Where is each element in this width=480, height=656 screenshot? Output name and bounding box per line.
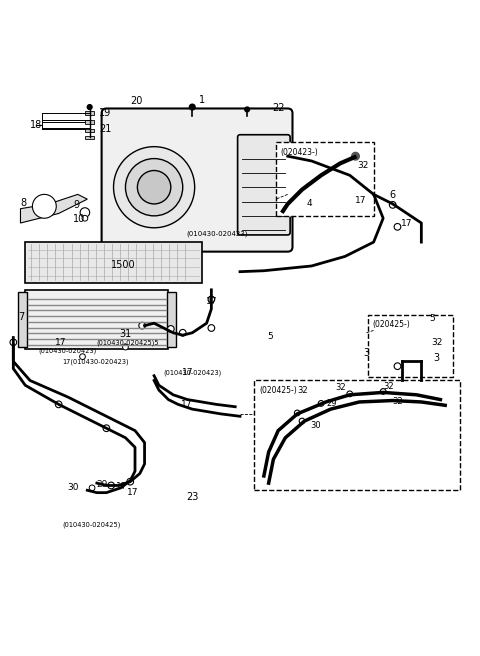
Text: 5: 5 xyxy=(430,314,435,323)
Text: 5: 5 xyxy=(268,332,274,340)
Text: 1500: 1500 xyxy=(111,260,136,270)
Bar xyxy=(25,290,168,350)
Circle shape xyxy=(127,478,133,485)
Text: 3: 3 xyxy=(363,348,369,358)
Text: 17: 17 xyxy=(55,338,66,347)
Text: 22: 22 xyxy=(273,104,285,113)
Text: 7: 7 xyxy=(18,312,24,322)
Polygon shape xyxy=(85,136,95,140)
Text: 10: 10 xyxy=(73,215,85,224)
FancyBboxPatch shape xyxy=(276,142,373,216)
Circle shape xyxy=(299,418,305,424)
FancyBboxPatch shape xyxy=(254,380,459,490)
Text: 30: 30 xyxy=(311,421,321,430)
Text: 17: 17 xyxy=(205,297,217,306)
Text: 17(010430-020423): 17(010430-020423) xyxy=(62,358,129,365)
Circle shape xyxy=(137,171,171,204)
Circle shape xyxy=(318,401,324,406)
Text: 32: 32 xyxy=(383,382,394,391)
Circle shape xyxy=(190,104,195,110)
Text: 32: 32 xyxy=(431,338,442,347)
Circle shape xyxy=(380,388,386,394)
Circle shape xyxy=(180,329,186,336)
Circle shape xyxy=(82,215,88,221)
Text: 18: 18 xyxy=(30,120,42,130)
Circle shape xyxy=(33,194,56,218)
Text: (020423-): (020423-) xyxy=(281,148,318,157)
Text: 23: 23 xyxy=(187,493,199,502)
Text: 30: 30 xyxy=(67,483,79,492)
FancyBboxPatch shape xyxy=(368,315,453,377)
Text: (010430-020425)5: (010430-020425)5 xyxy=(96,339,158,346)
Text: 17: 17 xyxy=(181,400,192,409)
Circle shape xyxy=(80,208,90,217)
Text: 31: 31 xyxy=(120,329,132,338)
Text: 17: 17 xyxy=(127,487,138,497)
Text: 21: 21 xyxy=(99,123,111,134)
Circle shape xyxy=(389,201,396,208)
Text: 32: 32 xyxy=(297,386,308,394)
Circle shape xyxy=(351,201,358,207)
Text: 20: 20 xyxy=(130,96,143,106)
Circle shape xyxy=(294,410,300,416)
Polygon shape xyxy=(21,194,87,223)
Text: 17: 17 xyxy=(116,482,127,491)
Text: (020425-): (020425-) xyxy=(259,386,297,395)
Circle shape xyxy=(168,325,174,333)
Circle shape xyxy=(352,152,360,160)
Circle shape xyxy=(245,107,250,112)
Text: 17: 17 xyxy=(355,195,366,205)
Text: 3: 3 xyxy=(433,353,439,363)
Circle shape xyxy=(394,224,401,230)
Circle shape xyxy=(208,296,215,302)
Text: (010430-020423): (010430-020423) xyxy=(38,347,97,354)
Circle shape xyxy=(87,105,92,110)
FancyBboxPatch shape xyxy=(102,108,292,252)
Circle shape xyxy=(108,482,115,489)
Bar xyxy=(18,292,27,347)
Text: 29: 29 xyxy=(96,480,107,489)
Text: 9: 9 xyxy=(73,200,79,210)
Text: 17: 17 xyxy=(401,220,413,228)
Text: (010430-020423): (010430-020423) xyxy=(164,369,222,376)
Circle shape xyxy=(89,485,95,491)
Text: 6: 6 xyxy=(389,190,395,200)
Bar xyxy=(25,242,202,283)
Circle shape xyxy=(347,391,353,397)
Text: 32: 32 xyxy=(357,161,368,171)
Circle shape xyxy=(139,322,145,329)
Text: 8: 8 xyxy=(21,198,26,208)
Circle shape xyxy=(55,401,62,407)
Text: 1: 1 xyxy=(199,95,205,105)
Polygon shape xyxy=(85,121,95,124)
Text: 19: 19 xyxy=(99,108,111,118)
Text: 4: 4 xyxy=(307,199,312,209)
Circle shape xyxy=(125,159,183,216)
Bar xyxy=(167,292,176,347)
Text: (010430-020425): (010430-020425) xyxy=(62,522,121,528)
Circle shape xyxy=(122,344,128,350)
Text: (010430-020423): (010430-020423) xyxy=(187,230,248,237)
Circle shape xyxy=(80,354,85,359)
Text: 17: 17 xyxy=(182,369,193,377)
FancyBboxPatch shape xyxy=(238,134,290,235)
Circle shape xyxy=(114,147,195,228)
Text: 29: 29 xyxy=(326,399,336,408)
Circle shape xyxy=(10,339,17,346)
Text: 32: 32 xyxy=(336,383,346,392)
Text: 32: 32 xyxy=(393,398,403,407)
Text: (020425-): (020425-) xyxy=(372,320,410,329)
Circle shape xyxy=(394,363,401,369)
Circle shape xyxy=(208,325,215,331)
Circle shape xyxy=(103,425,110,432)
Polygon shape xyxy=(85,111,95,115)
Polygon shape xyxy=(85,129,95,133)
